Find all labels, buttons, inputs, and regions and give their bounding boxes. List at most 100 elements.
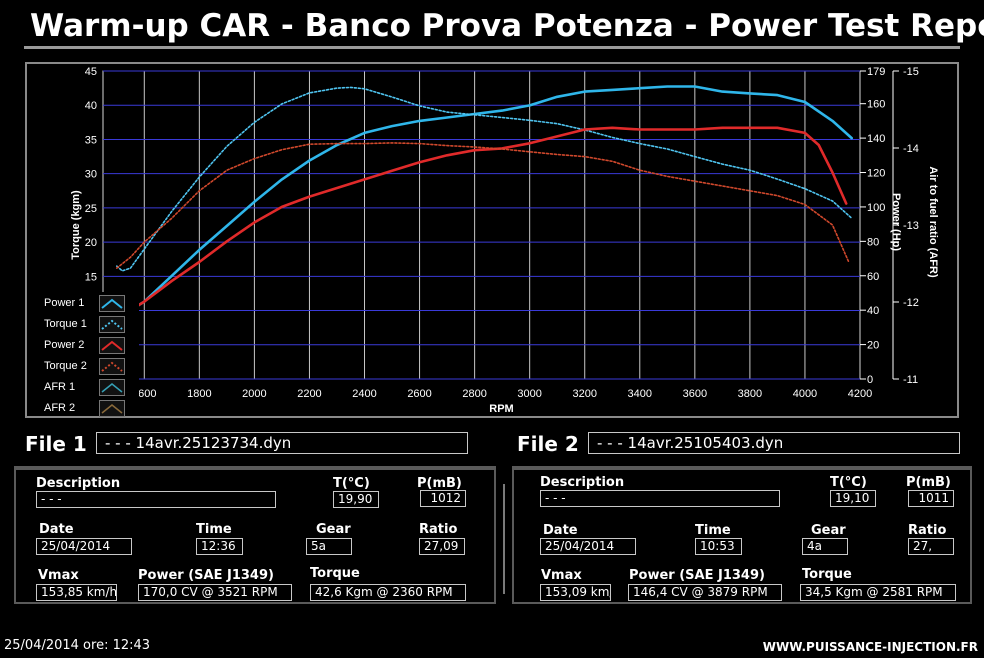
- file1-label: File 1: [25, 432, 87, 456]
- x-tick-label: 2400: [352, 388, 376, 400]
- file1-gear-label: Gear: [316, 522, 351, 537]
- legend-label: Torque 2: [44, 360, 87, 372]
- file2-date-label: Date: [543, 523, 578, 538]
- y-left-tick-label: 30: [85, 169, 97, 181]
- legend-item-afr-2[interactable]: AFR 2: [27, 399, 139, 420]
- chart-frame: [25, 62, 959, 418]
- file1-ratio-label: Ratio: [419, 522, 458, 537]
- y-power-tick-label: 140: [867, 133, 885, 145]
- x-tick-label: 3400: [628, 388, 652, 400]
- y-left-tick-label: 45: [85, 66, 97, 78]
- y-left-tick-label: 35: [85, 134, 97, 146]
- file1-info-panel: [14, 466, 496, 604]
- file2-gear-field[interactable]: 4a: [802, 538, 848, 555]
- file1-date-field[interactable]: 25/04/2014: [36, 538, 132, 555]
- file1-name-field[interactable]: - - - 14avr.25123734.dyn: [96, 432, 468, 454]
- x-tick-label: 3600: [683, 388, 707, 400]
- file2-info-panel: [512, 466, 972, 604]
- file2-name-field[interactable]: - - - 14avr.25105403.dyn: [588, 432, 960, 454]
- y-afr-tick-label: -12: [903, 297, 919, 309]
- file2-pressure-field[interactable]: 1011: [908, 490, 954, 507]
- file2-pressure-label: P(mB): [906, 475, 951, 490]
- y-power-tick-label: 0: [867, 374, 873, 386]
- file2-time-field[interactable]: 10:53: [695, 538, 742, 555]
- footer-datetime: 25/04/2014 ore: 12:43: [4, 638, 151, 653]
- y-power-axis-title: Power (Hp): [890, 193, 902, 251]
- y-afr-tick-label: -11: [903, 374, 918, 386]
- y-left-tick-label: 40: [85, 100, 97, 112]
- series-line-2: [116, 86, 853, 272]
- legend-item-power-1[interactable]: Power 1: [27, 294, 139, 315]
- report-title: Warm-up CAR - Banco Prova Potenza - Powe…: [30, 8, 984, 44]
- legend-label: AFR 1: [44, 381, 76, 393]
- legend-swatch: [99, 400, 125, 417]
- y-afr-axis-title: Air to fuel ratio (AFR): [927, 166, 939, 278]
- file2-power-field[interactable]: 146,4 CV @ 3879 RPM: [628, 584, 782, 601]
- title-divider: [24, 46, 960, 49]
- file2-date-field[interactable]: 25/04/2014: [540, 538, 636, 555]
- x-axis-title: RPM: [489, 403, 513, 415]
- file2-torque-field[interactable]: 34,5 Kgm @ 2581 RPM: [800, 584, 956, 601]
- file1-date-label: Date: [39, 522, 74, 537]
- file2-gear-label: Gear: [811, 523, 846, 538]
- x-tick-label: 3200: [572, 388, 596, 400]
- legend-swatch: [99, 379, 125, 396]
- x-tick-label: 2200: [297, 388, 321, 400]
- series-line-4: [116, 142, 850, 269]
- file2-torque-label: Torque: [802, 567, 852, 582]
- file1-description-label: Description: [36, 476, 121, 491]
- file1-temp-label: T(°C): [333, 476, 370, 491]
- legend-swatch: [99, 337, 125, 354]
- file2-description-field[interactable]: - - -: [540, 490, 780, 507]
- legend-swatch: [99, 295, 125, 312]
- file1-description-field[interactable]: - - -: [36, 491, 276, 508]
- dyno-chart: 1600 1800 2000 2200 2400 2600 2800 3000 3200 3400…: [70, 66, 939, 415]
- y-left-axis-title: Torque (kgm): [70, 190, 82, 260]
- file1-pressure-label: P(mB): [417, 476, 462, 491]
- y-power-tick-label: 120: [867, 168, 885, 180]
- y-left-tick-label: 20: [85, 237, 97, 249]
- file1-ratio-field[interactable]: 27,09: [419, 538, 465, 555]
- legend-item-torque-2[interactable]: Torque 2: [27, 357, 139, 378]
- x-tick-label: 1800: [187, 388, 211, 400]
- x-tick-label: 3000: [517, 388, 541, 400]
- x-tick-label: 4200: [848, 388, 872, 400]
- file1-pressure-field[interactable]: 1012: [420, 490, 466, 507]
- y-afr-tick-label: -15: [903, 66, 919, 78]
- x-tick-label: 2600: [407, 388, 431, 400]
- file1-vmax-label: Vmax: [38, 568, 79, 583]
- y-power-tick-label: 60: [867, 271, 879, 283]
- footer-website[interactable]: WWW.PUISSANCE-INJECTION.FR: [762, 640, 978, 654]
- y-power-tick-label: 160: [867, 99, 885, 111]
- y-afr-tick-label: -13: [903, 220, 919, 232]
- y-power-tick-label: 100: [867, 202, 885, 214]
- legend-swatch: [99, 316, 125, 333]
- file2-temp-field[interactable]: 19,10: [830, 490, 876, 507]
- file1-vmax-field[interactable]: 153,85 km/h: [36, 584, 117, 601]
- legend-swatch: [99, 358, 125, 375]
- series-line-1: [115, 85, 854, 315]
- file1-time-field[interactable]: 12:36: [196, 538, 243, 555]
- file1-power-field[interactable]: 170,0 CV @ 3521 RPM: [138, 584, 292, 601]
- y-power-tick-label: 40: [867, 305, 879, 317]
- file1-temp-field[interactable]: 19,90: [333, 491, 379, 508]
- file2-label: File 2: [517, 432, 579, 456]
- file2-vmax-label: Vmax: [541, 568, 582, 583]
- series-line-3: [115, 126, 848, 315]
- x-tick-label: 4000: [793, 388, 817, 400]
- legend-item-power-2[interactable]: Power 2: [27, 336, 139, 357]
- file1-power-label: Power (SAE J1349): [138, 568, 274, 583]
- file1-time-label: Time: [196, 522, 232, 537]
- x-tick-label: 2000: [242, 388, 266, 400]
- file2-ratio-field[interactable]: 27,: [908, 538, 954, 555]
- legend-item-afr-1[interactable]: AFR 1: [27, 378, 139, 399]
- y-power-tick-label: 80: [867, 236, 879, 248]
- file2-temp-label: T(°C): [830, 475, 867, 490]
- x-tick-label: 3800: [738, 388, 762, 400]
- file1-gear-field[interactable]: 5a: [306, 538, 352, 555]
- file2-vmax-field[interactable]: 153,09 km/: [540, 584, 611, 601]
- file2-description-label: Description: [540, 475, 625, 490]
- file1-torque-field[interactable]: 42,6 Kgm @ 2360 RPM: [310, 584, 466, 601]
- legend-item-torque-1[interactable]: Torque 1: [27, 315, 139, 336]
- y-left-tick-label: 15: [85, 271, 97, 283]
